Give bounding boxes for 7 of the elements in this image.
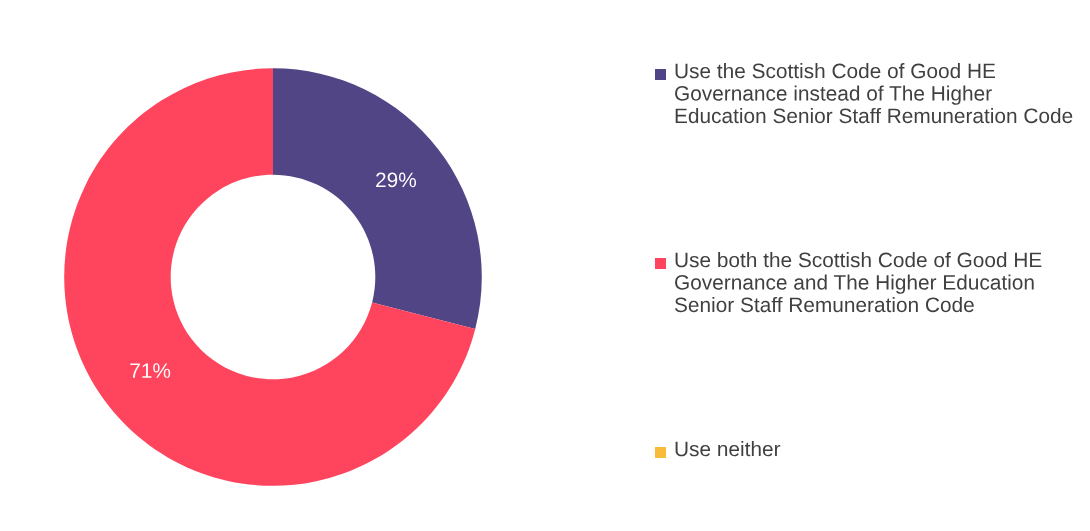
data-label: 71% [130,363,171,378]
data-label: 29% [376,172,417,188]
legend-label: Use the Scottish Code of Good HE Governance instead of The Higher Education Senior Staff Remuneration Code [675,63,1073,124]
donut-slice [64,68,476,486]
donut-slice [273,68,482,329]
legend-label: Use both the Scottish Code of Good HE Governance and The Higher Education Senior Staff Remuneration Code [674,252,1042,313]
legend-label: Use neither [675,441,781,457]
